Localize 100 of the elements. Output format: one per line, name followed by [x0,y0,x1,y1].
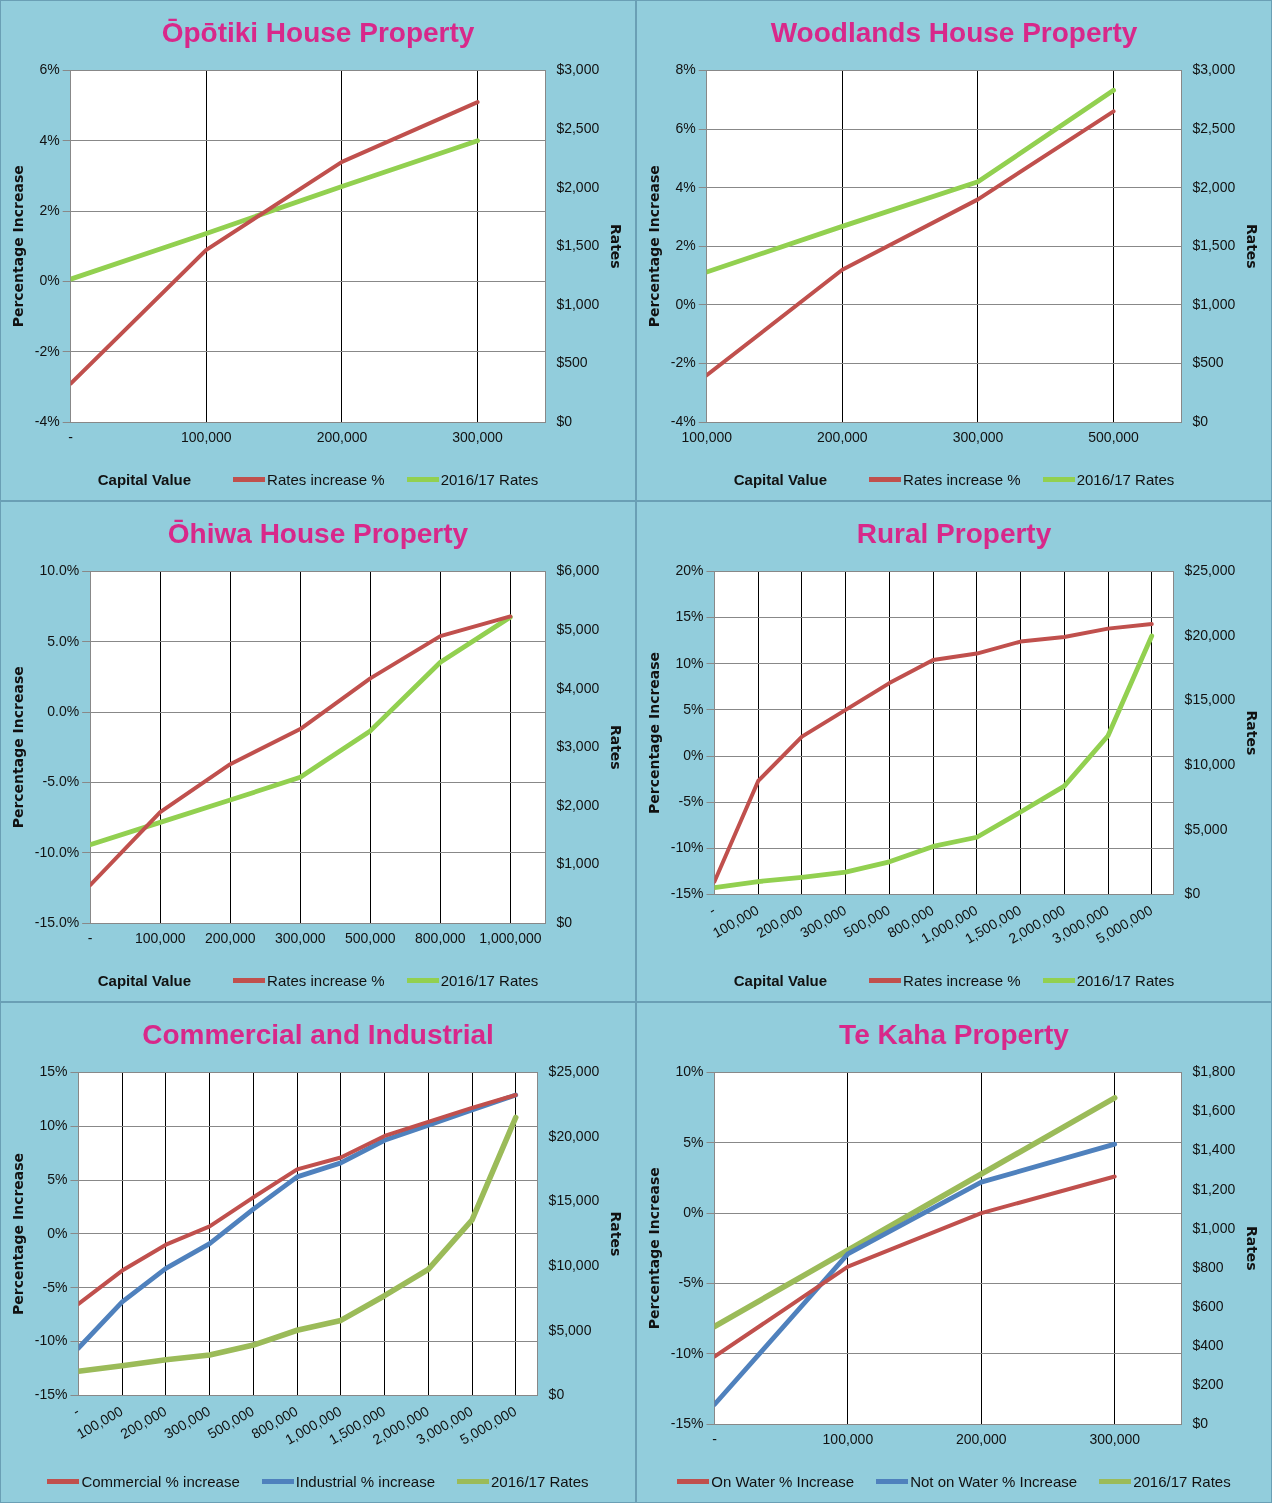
x-tick-label: 100,000 [134,930,186,947]
y-tick-label: 20% [675,562,704,579]
y2-tick-label: $25,000 [548,1063,600,1080]
y-axis-title: Percentage Increase [10,165,27,328]
y2-tick-label: $1,400 [1192,1141,1236,1158]
y-tick-label: 2% [39,201,60,218]
y-tick-label: 0% [47,1224,68,1241]
y-axis-title: Percentage Increase [646,651,663,814]
y2-axis-title: Rates [607,1211,624,1257]
y2-tick-label: $0 [1192,1415,1209,1432]
x-axis-title: Capital Value [97,971,192,989]
y-tick-label: 15% [675,608,704,625]
y-tick-label: 0% [683,1203,704,1220]
x-tick-label: 200,000 [316,429,368,446]
y-tick-label: -4% [34,413,60,430]
x-tick-label: - [712,1431,718,1448]
legend-label: On Water % Increase [711,1472,855,1490]
x-tick-label: 200,000 [204,930,256,947]
legend-label: Rates increase % [903,470,1021,488]
y-tick-label: -15.0% [34,914,80,931]
y2-tick-label: $4,000 [556,679,600,696]
chart-title: Ōhiwa House Property [166,517,470,551]
y2-tick-label: $10,000 [548,1257,600,1274]
y2-tick-label: $3,000 [556,738,600,755]
y2-tick-label: $5,000 [556,620,600,637]
y2-tick-label: $1,500 [1192,237,1236,254]
x-axis-title: Capital Value [733,971,828,989]
y-tick-label: -2% [670,354,696,371]
y2-tick-label: $1,000 [556,855,600,872]
y-tick-label: -15% [670,885,704,902]
x-tick-label: 100,000 [681,429,733,446]
y2-axis-title: Rates [1243,223,1260,269]
y-tick-label: -5.0% [42,773,80,790]
y-tick-label: -5% [42,1278,68,1295]
x-tick-label: - [87,930,93,947]
y-tick-label: -5% [678,1274,704,1291]
y-tick-label: -10% [670,839,704,856]
y2-tick-label: $0 [1192,413,1209,430]
legend-label: Rates increase % [267,470,385,488]
y2-tick-label: $600 [1192,1297,1224,1314]
y2-tick-label: $0 [556,914,573,931]
y2-tick-label: $1,000 [1192,1219,1236,1236]
y2-tick-label: $15,000 [548,1192,600,1209]
y-tick-label: -15% [670,1415,704,1432]
y-tick-label: -5% [678,793,704,810]
x-tick-label: - [69,1402,83,1420]
y2-tick-label: $5,000 [1184,820,1228,837]
y-tick-label: 5% [47,1170,68,1187]
y-tick-label: 0% [683,746,704,763]
y2-tick-label: $400 [1192,1336,1224,1353]
y-tick-label: -10.0% [34,843,80,860]
x-tick-label: 300,000 [274,930,326,947]
x-tick-label: 300,000 [952,429,1004,446]
y2-tick-label: $3,000 [1192,61,1236,78]
y2-axis-title: Rates [607,223,624,269]
y2-axis-title: Rates [607,724,624,770]
y2-tick-label: $2,500 [556,119,600,136]
y2-tick-label: $0 [548,1386,565,1403]
chart-title: Woodlands House Property [769,16,1139,50]
y2-tick-label: $2,000 [556,796,600,813]
legend-label: Industrial % increase [295,1472,436,1490]
y-tick-label: 8% [675,61,696,78]
chart-title: Ōpōtiki House Property [160,16,476,50]
legend-label: 2016/17 Rates [440,971,539,989]
y2-tick-label: $6,000 [556,562,600,579]
y2-tick-label: $200 [1192,1375,1224,1392]
x-axis-title: Capital Value [97,470,192,488]
y-tick-label: 4% [39,131,60,148]
y-tick-label: 4% [675,178,696,195]
y2-tick-label: $2,000 [556,178,600,195]
y2-tick-label: $5,000 [548,1321,592,1338]
y-tick-label: 0.0% [47,702,80,719]
y2-tick-label: $15,000 [1184,691,1236,708]
legend-label: 2016/17 Rates [491,1472,589,1490]
y2-tick-label: $800 [1192,1258,1224,1275]
x-tick-label: 300,000 [452,429,504,446]
y2-tick-label: $1,000 [1192,295,1236,312]
y-tick-label: -10% [34,1332,68,1349]
y2-tick-label: $10,000 [1184,756,1236,773]
legend-label: 2016/17 Rates [1076,971,1175,989]
y-tick-label: -15% [34,1386,68,1403]
y-tick-label: 10% [675,654,704,671]
x-tick-label: 200,000 [955,1431,1007,1448]
y2-tick-label: $1,500 [556,237,600,254]
x-tick-label: 500,000 [1088,429,1140,446]
y-tick-label: -2% [34,342,60,359]
y-tick-label: 5% [683,1133,704,1150]
y-tick-label: 10% [39,1117,68,1134]
legend-label: 2016/17 Rates [440,470,539,488]
legend-label: Rates increase % [903,971,1021,989]
x-tick-label: 1,000,000 [479,930,542,947]
x-tick-label: - [68,429,74,446]
x-tick-label: - [705,901,719,919]
y-tick-label: 5.0% [47,632,80,649]
x-tick-label: 100,000 [181,429,232,446]
x-tick-label: 100,000 [822,1431,874,1448]
y-tick-label: 5% [683,700,704,717]
y-axis-title: Percentage Increase [646,1167,663,1330]
y-tick-label: 10% [675,1063,704,1080]
y2-axis-title: Rates [1243,1225,1260,1271]
